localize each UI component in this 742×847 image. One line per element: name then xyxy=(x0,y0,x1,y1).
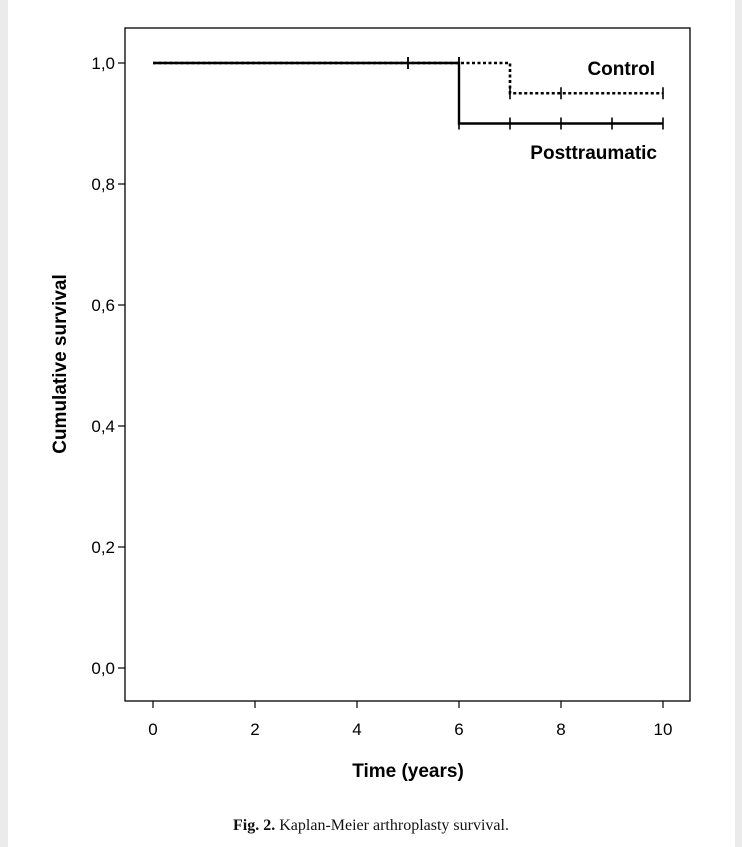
y-axis-title: Cumulative survival xyxy=(50,274,71,454)
plot-frame xyxy=(124,27,691,702)
x-tick-label: 2 xyxy=(250,720,259,739)
x-tick-label: 8 xyxy=(556,720,565,739)
x-axis-title: Time (years) xyxy=(352,761,464,782)
caption-label: Fig. 2. xyxy=(233,817,275,834)
y-tick-label: 0,0 xyxy=(91,659,115,678)
y-tick-label: 1,0 xyxy=(91,54,115,73)
x-tick-label: 4 xyxy=(352,720,361,739)
x-tick-label: 0 xyxy=(148,720,157,739)
x-axis: 0 2 4 6 8 10 xyxy=(148,701,672,739)
series-layer xyxy=(153,57,664,130)
x-tick-label: 6 xyxy=(454,720,463,739)
series-label-posttraumatic: Posttraumatic xyxy=(530,143,657,164)
y-tick-label: 0,2 xyxy=(91,538,115,557)
y-axis: 0,0 0,2 0,4 0,6 0,8 1,0 xyxy=(91,54,125,678)
x-tick-label: 10 xyxy=(654,720,673,739)
y-tick-label: 0,4 xyxy=(91,417,115,436)
y-tick-label: 0,6 xyxy=(91,296,115,315)
series-label-control: Control xyxy=(587,59,655,80)
figure-caption: Fig. 2. Kaplan-Meier arthroplasty surviv… xyxy=(233,817,509,834)
y-tick-label: 0,8 xyxy=(91,175,115,194)
caption-text: Kaplan-Meier arthroplasty survival. xyxy=(275,817,509,834)
